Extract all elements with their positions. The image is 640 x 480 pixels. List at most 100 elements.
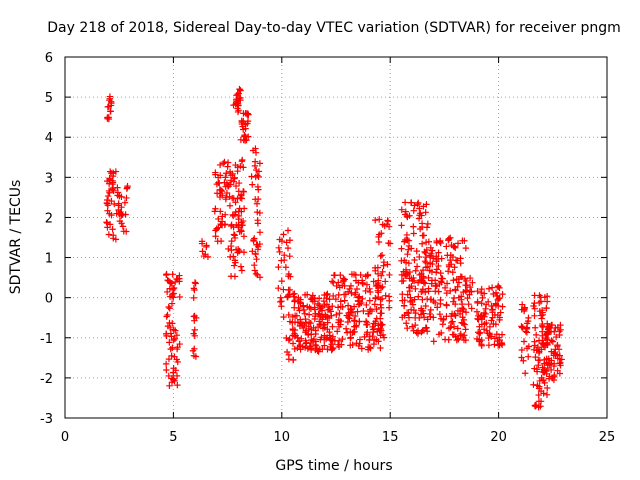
- data-point: [413, 263, 421, 270]
- data-point: [110, 232, 117, 239]
- data-point: [380, 258, 388, 266]
- data-point: [434, 304, 441, 311]
- data-point: [227, 253, 234, 261]
- data-point: [461, 321, 468, 328]
- data-point: [549, 338, 557, 345]
- data-point: [174, 343, 181, 351]
- data-point: [379, 321, 386, 328]
- data-point: [240, 126, 247, 133]
- data-point: [488, 302, 495, 310]
- data-point: [538, 346, 545, 353]
- x-axis-label: GPS time / hours: [275, 458, 392, 474]
- data-point: [192, 353, 200, 360]
- data-point: [427, 244, 434, 252]
- data-point: [520, 357, 527, 364]
- data-point: [414, 201, 421, 208]
- data-point: [276, 298, 284, 306]
- data-point: [170, 369, 177, 376]
- data-point: [329, 337, 336, 344]
- data-point: [106, 95, 113, 102]
- data-point: [453, 336, 460, 344]
- data-point: [440, 315, 447, 323]
- data-point: [547, 366, 555, 374]
- data-point: [427, 313, 434, 320]
- data-point: [382, 278, 389, 285]
- data-point: [275, 244, 283, 252]
- data-point: [427, 296, 435, 303]
- data-point: [474, 299, 481, 307]
- data-point: [230, 231, 238, 238]
- data-point: [466, 283, 474, 291]
- data-point: [545, 325, 552, 332]
- data-point: [255, 186, 262, 193]
- data-point: [342, 325, 350, 332]
- data-point: [330, 272, 338, 279]
- data-point: [375, 338, 382, 345]
- data-point: [558, 356, 565, 363]
- data-point: [173, 356, 180, 363]
- data-point: [238, 221, 245, 229]
- data-point: [485, 285, 493, 292]
- data-point: [295, 338, 303, 345]
- data-point: [420, 232, 428, 239]
- data-point: [401, 199, 409, 206]
- data-point: [317, 304, 325, 312]
- data-point: [106, 175, 113, 183]
- data-point: [478, 341, 485, 348]
- data-point: [302, 340, 310, 347]
- data-point: [323, 291, 331, 299]
- data-point: [227, 242, 235, 250]
- data-point: [419, 296, 426, 303]
- data-point: [212, 233, 219, 240]
- data-point: [407, 199, 415, 206]
- data-point: [401, 238, 408, 245]
- data-point: [166, 339, 173, 346]
- data-point: [231, 232, 238, 239]
- data-point: [423, 224, 431, 231]
- data-point: [428, 250, 435, 258]
- data-point: [104, 207, 111, 214]
- data-point: [435, 262, 442, 270]
- data-point: [358, 345, 366, 352]
- data-point: [556, 331, 563, 339]
- data-point: [221, 221, 229, 228]
- data-point: [235, 90, 242, 97]
- data-point: [336, 310, 343, 317]
- data-point: [337, 298, 344, 305]
- data-point: [309, 292, 316, 299]
- data-point: [436, 310, 444, 318]
- data-point: [286, 253, 293, 260]
- data-point: [379, 268, 386, 276]
- data-point: [256, 229, 264, 236]
- data-point: [373, 315, 380, 322]
- data-point: [540, 341, 547, 349]
- data-point: [443, 243, 450, 250]
- data-point: [436, 238, 444, 245]
- data-point: [170, 326, 177, 333]
- data-point: [169, 291, 176, 298]
- data-point: [420, 314, 428, 321]
- data-point: [173, 331, 181, 339]
- data-point: [199, 248, 206, 255]
- data-point: [307, 343, 314, 351]
- data-point: [291, 297, 299, 304]
- data-point: [385, 239, 392, 247]
- data-point: [356, 340, 363, 347]
- data-point: [310, 324, 317, 332]
- data-point: [406, 268, 414, 276]
- data-point: [452, 312, 459, 319]
- data-point: [481, 290, 488, 297]
- data-point: [285, 311, 292, 319]
- data-point: [418, 305, 425, 312]
- data-point: [244, 111, 252, 118]
- data-point: [491, 335, 499, 342]
- data-point: [256, 209, 264, 217]
- data-point: [192, 280, 199, 287]
- data-point: [191, 279, 199, 286]
- data-point: [378, 304, 385, 311]
- data-point: [479, 294, 486, 302]
- y-tick-label: 0: [45, 292, 53, 307]
- data-point: [434, 255, 442, 263]
- data-point: [335, 323, 343, 331]
